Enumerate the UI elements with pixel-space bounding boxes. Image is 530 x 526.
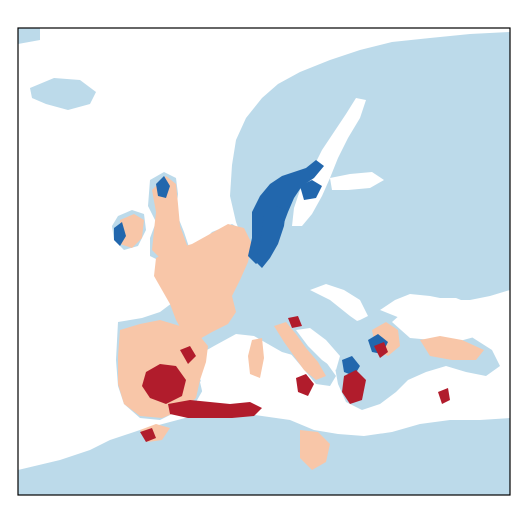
map-frame-border bbox=[17, 27, 511, 496]
adriatic-sea bbox=[296, 328, 340, 370]
black-sea bbox=[392, 298, 488, 342]
range-unchanged-layer bbox=[118, 176, 484, 470]
caspian-edge bbox=[496, 296, 510, 330]
loss-iberia-interior bbox=[142, 364, 186, 404]
range-britain bbox=[152, 176, 188, 260]
loss-italy-south bbox=[296, 374, 314, 396]
loss-turkey-south bbox=[438, 388, 450, 404]
gain-britain-north bbox=[156, 176, 170, 198]
range-turkey-west bbox=[420, 336, 484, 360]
range-italy bbox=[274, 322, 326, 380]
loss-iberia-south-coast bbox=[168, 400, 262, 418]
gain-baltic-coast bbox=[256, 206, 286, 268]
range-ireland bbox=[120, 214, 144, 248]
range-corsica-sardinia bbox=[248, 338, 264, 378]
mediterranean-sea bbox=[200, 344, 480, 432]
loss-north-africa-coast bbox=[140, 428, 156, 442]
gain-finland bbox=[300, 180, 322, 200]
gulf-of-finland bbox=[330, 172, 384, 190]
bay-of-biscay bbox=[138, 288, 166, 314]
iceland-land bbox=[30, 78, 96, 110]
gain-ireland-west bbox=[114, 222, 126, 246]
greenland-edge bbox=[18, 28, 40, 44]
loss-adriatic bbox=[288, 316, 302, 328]
loss-iberia-east bbox=[180, 346, 196, 364]
range-north-africa bbox=[300, 430, 330, 470]
range-loss-layer bbox=[140, 316, 450, 442]
loss-balkans bbox=[342, 370, 366, 404]
loss-black-sea-west bbox=[374, 342, 388, 358]
